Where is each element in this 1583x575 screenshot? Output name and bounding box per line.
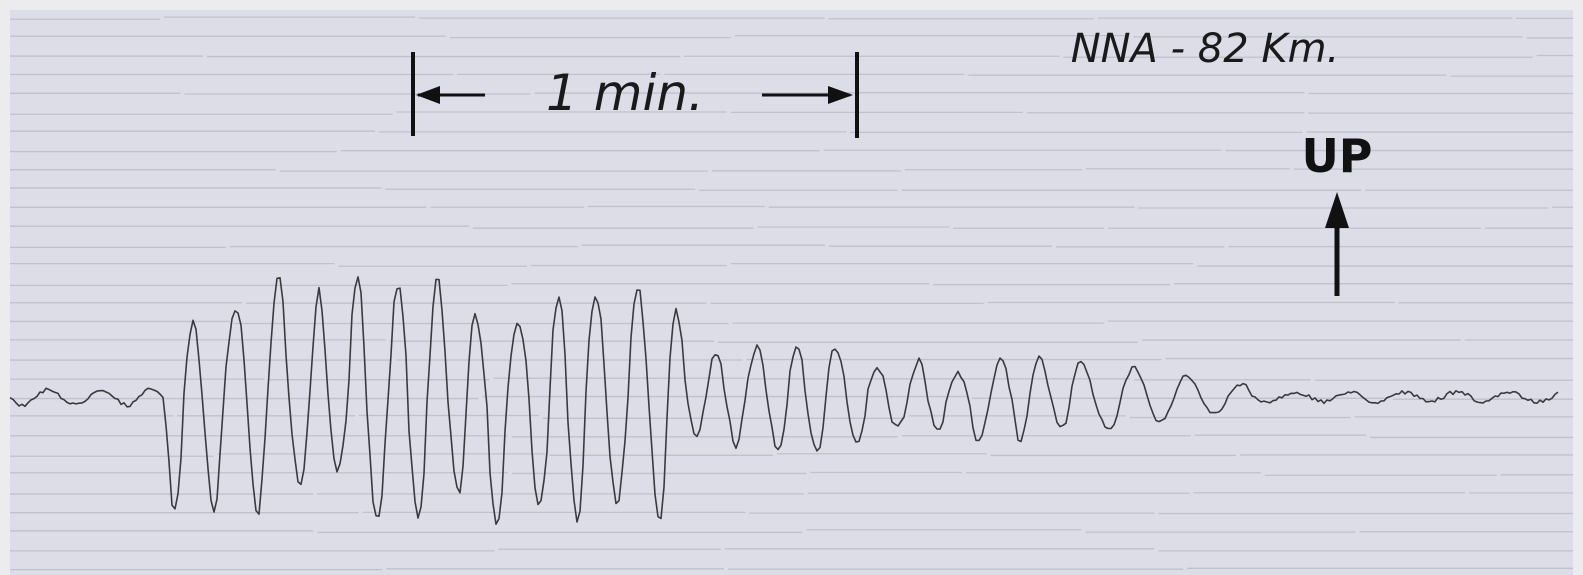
scale-label: 1 min. [546,64,704,122]
direction-label: UP [1301,129,1372,183]
up-arrow-head [1325,192,1349,228]
record-lines [10,16,1573,571]
arrow-head-left [416,86,440,104]
waveform [9,276,1559,525]
paper [10,10,1573,575]
time-scale [411,52,859,138]
station-label: NNA - 82 Km. [1071,26,1340,72]
arrow-head-right [828,86,853,104]
up-arrow [1325,192,1349,296]
